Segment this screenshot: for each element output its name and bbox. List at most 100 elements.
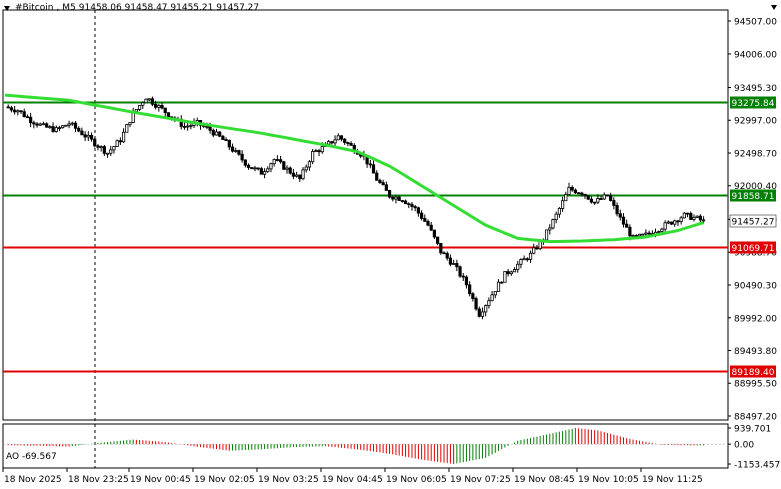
scroll-triangle-icon[interactable] bbox=[771, 5, 777, 10]
candle-body bbox=[89, 134, 94, 140]
candle-body bbox=[625, 223, 629, 228]
candle-body bbox=[676, 220, 680, 223]
price-tick-label: 92000.40 bbox=[734, 182, 777, 192]
candle-body bbox=[500, 281, 504, 284]
price-tick-label: 94507.00 bbox=[734, 18, 777, 28]
candle-body bbox=[400, 200, 404, 202]
candle-body bbox=[391, 196, 395, 200]
candle-body bbox=[275, 159, 279, 161]
candle-body bbox=[86, 134, 90, 138]
candle-body bbox=[439, 243, 443, 254]
level-tag-bg bbox=[730, 241, 776, 254]
candle-body bbox=[57, 127, 62, 130]
horizontal-levels[interactable] bbox=[3, 101, 728, 373]
candle-body bbox=[596, 198, 600, 203]
candle-body bbox=[67, 123, 71, 126]
candle-body bbox=[442, 252, 446, 255]
candle-body bbox=[621, 216, 626, 225]
candle-body bbox=[102, 146, 106, 154]
candle-body bbox=[83, 134, 87, 138]
dropdown-triangle-icon[interactable] bbox=[4, 5, 10, 11]
time-tick-label: 19 Nov 11:25 bbox=[642, 475, 703, 485]
candle-body bbox=[484, 305, 488, 313]
candle-body bbox=[208, 126, 212, 131]
candle-body bbox=[660, 228, 664, 232]
candle-body bbox=[160, 105, 164, 109]
candle-body bbox=[403, 200, 408, 205]
candle-body bbox=[317, 150, 321, 153]
candle-body bbox=[637, 233, 642, 237]
candle-body bbox=[535, 247, 539, 250]
candle-body bbox=[29, 116, 33, 124]
level-tag-bg bbox=[730, 189, 776, 202]
candle-body bbox=[115, 140, 119, 147]
candle-body bbox=[419, 212, 424, 219]
candle-body bbox=[272, 159, 276, 165]
level-tag-bg bbox=[730, 96, 776, 109]
candle-body bbox=[570, 186, 574, 191]
level-tag-label: 93275.84 bbox=[732, 99, 775, 109]
moving-average-line bbox=[4, 93, 705, 244]
candle-body bbox=[618, 213, 622, 218]
candle-body bbox=[282, 161, 286, 170]
candle-body bbox=[493, 291, 497, 296]
candle-body bbox=[269, 163, 273, 170]
candle-body bbox=[237, 150, 241, 155]
candle-body bbox=[397, 196, 401, 201]
candle-body bbox=[567, 186, 571, 195]
candle-body bbox=[641, 233, 645, 236]
candle-body bbox=[150, 98, 155, 105]
timeframe-label: M5 bbox=[62, 3, 76, 13]
candle-body bbox=[333, 139, 337, 144]
candle-body bbox=[602, 194, 606, 200]
candle-body bbox=[304, 166, 308, 171]
candle-body bbox=[157, 105, 161, 108]
candle-body bbox=[371, 164, 376, 174]
level-tag-label: 89189.40 bbox=[732, 368, 775, 378]
candle-body bbox=[336, 135, 340, 141]
time-tick-label: 19 Nov 07:25 bbox=[450, 475, 511, 485]
candle-body bbox=[471, 293, 475, 300]
candle-body bbox=[666, 221, 670, 224]
candle-body bbox=[673, 220, 677, 225]
ma-path bbox=[4, 93, 705, 244]
candle-body bbox=[109, 149, 113, 154]
candle-body bbox=[339, 135, 344, 140]
candle-body bbox=[163, 107, 167, 114]
main-panel-frame bbox=[2, 9, 729, 421]
candle-body bbox=[54, 127, 58, 132]
candle-body bbox=[384, 184, 388, 191]
current-price-label: 91457.27 bbox=[732, 218, 775, 228]
candle-body bbox=[285, 167, 289, 170]
candle-body bbox=[6, 106, 10, 109]
candle-body bbox=[48, 126, 52, 129]
candle-body bbox=[250, 167, 254, 170]
level-tags: 93275.84 91858.71 91069.71 89189.40 bbox=[730, 96, 776, 378]
time-tick-label: 19 Nov 02:05 bbox=[194, 475, 255, 485]
candle-body bbox=[61, 125, 65, 129]
candle-body bbox=[278, 159, 283, 163]
candle-body bbox=[387, 190, 392, 198]
time-tick-label: 19 Nov 08:45 bbox=[514, 475, 575, 485]
time-tick-label: 19 Nov 00:45 bbox=[130, 475, 191, 485]
level-tag-label: 91069.71 bbox=[732, 244, 775, 254]
main-chart-border bbox=[2, 9, 729, 469]
candle-body bbox=[38, 123, 42, 126]
price-tick-label: 92997.00 bbox=[734, 117, 777, 127]
symbol-label: #Bitcoin bbox=[15, 3, 54, 13]
candle-body bbox=[551, 219, 555, 229]
candle-body bbox=[583, 193, 587, 197]
candle-body bbox=[141, 102, 145, 106]
candle-body bbox=[631, 235, 635, 237]
candle-body bbox=[407, 203, 411, 206]
candle-body bbox=[262, 171, 267, 175]
candle-body bbox=[628, 226, 632, 237]
price-tick-label: 90490.30 bbox=[734, 282, 777, 292]
candle-body bbox=[644, 232, 648, 235]
candle-body bbox=[436, 236, 440, 244]
candle-body bbox=[118, 140, 122, 143]
candle-body bbox=[548, 227, 552, 231]
time-tick-label: 19 Nov 06:05 bbox=[386, 475, 447, 485]
candle-body bbox=[378, 179, 382, 183]
